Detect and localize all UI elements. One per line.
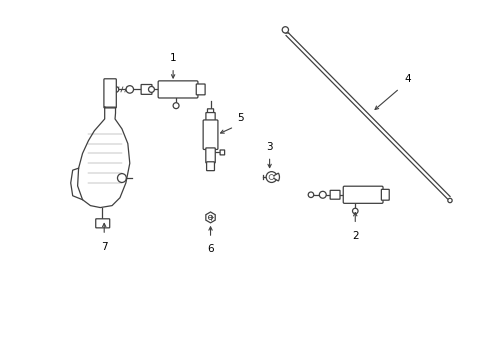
FancyBboxPatch shape [205,113,215,121]
Circle shape [113,87,119,92]
Polygon shape [78,107,129,208]
FancyBboxPatch shape [220,150,224,155]
Text: 6: 6 [207,243,213,253]
Text: 2: 2 [351,231,358,241]
Polygon shape [205,212,215,223]
Circle shape [352,208,357,214]
Circle shape [282,27,288,33]
Circle shape [319,191,325,198]
Circle shape [265,172,276,183]
Circle shape [126,86,133,93]
FancyBboxPatch shape [96,219,109,228]
Circle shape [307,192,313,198]
Circle shape [208,215,212,220]
Text: 5: 5 [236,113,243,123]
Wedge shape [271,173,279,181]
Circle shape [117,174,126,183]
FancyBboxPatch shape [203,120,218,149]
Circle shape [148,86,154,93]
FancyBboxPatch shape [343,186,382,203]
Circle shape [268,175,273,180]
FancyBboxPatch shape [158,81,198,98]
FancyBboxPatch shape [141,85,152,94]
FancyBboxPatch shape [207,109,213,113]
Text: 7: 7 [101,242,107,252]
FancyBboxPatch shape [103,79,116,108]
Circle shape [173,103,179,109]
Circle shape [447,198,451,203]
Text: 4: 4 [403,73,410,84]
FancyBboxPatch shape [329,190,339,199]
FancyBboxPatch shape [205,148,215,163]
FancyBboxPatch shape [381,189,388,200]
Text: 3: 3 [266,142,272,152]
FancyBboxPatch shape [206,162,214,171]
FancyBboxPatch shape [196,84,204,95]
Text: 1: 1 [169,53,176,63]
